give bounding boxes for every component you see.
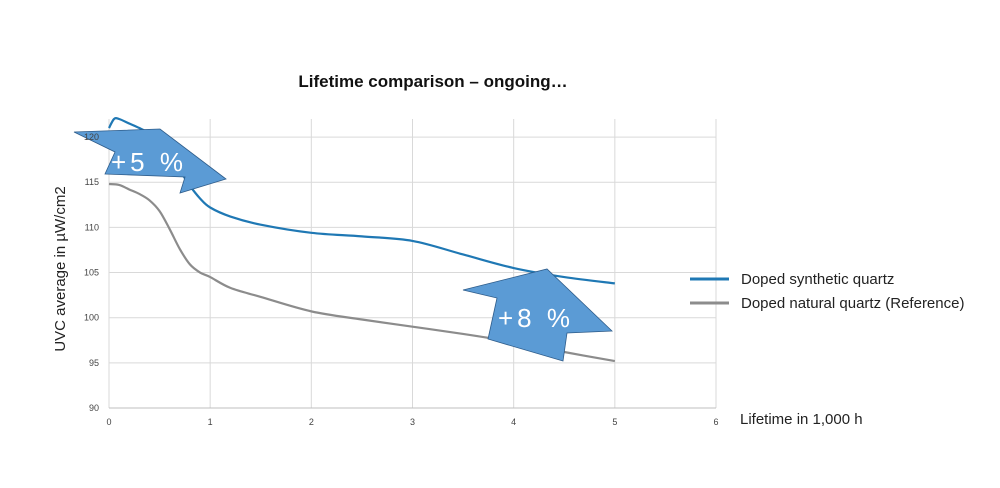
x-tick-label: 5 [612, 417, 617, 427]
annotation-label: +5 % [111, 147, 187, 177]
series-layer [108, 117, 616, 363]
legend-item-natural-quartz: Doped natural quartz (Reference) [690, 295, 964, 312]
annotation-arrow-plus-8 [462, 268, 613, 362]
legend: Doped synthetic quartz Doped natural quar… [690, 271, 964, 312]
x-tick-label: 1 [208, 417, 213, 427]
gridlines [108, 119, 717, 409]
x-tick-label: 2 [309, 417, 314, 427]
x-tick-label: 3 [410, 417, 415, 427]
y-tick-label: 90 [89, 403, 99, 413]
y-tick-label: 110 [85, 222, 99, 232]
y-tick-label: 95 [89, 358, 99, 368]
series-line-synthetic-quartz [108, 117, 615, 285]
legend-label: Doped natural quartz (Reference) [741, 295, 964, 312]
annotations: +5 % +8 % [73, 128, 613, 362]
y-tick-label: 105 [84, 268, 99, 278]
legend-label: Doped synthetic quartz [741, 271, 894, 288]
legend-item-synthetic-quartz: Doped synthetic quartz [690, 271, 894, 288]
tick-labels: 0 1 2 3 4 5 6 90 95 100 105 110 115 120 [84, 132, 719, 427]
annotation-label: +8 % [498, 303, 574, 333]
series-line-natural-quartz [108, 182, 616, 363]
y-tick-label: 115 [85, 177, 99, 187]
x-tick-label: 0 [106, 417, 111, 427]
y-axis-label: UVC average in µW/cm2 [52, 186, 69, 351]
y-tick-label: 100 [84, 313, 99, 323]
chart-title: Lifetime comparison – ongoing… [298, 72, 567, 91]
y-tick-label: 120 [84, 132, 99, 142]
annotation-arrow-plus-5 [73, 128, 227, 194]
x-axis-label: Lifetime in 1,000 h [740, 411, 863, 428]
x-tick-label: 6 [713, 417, 718, 427]
x-tick-label: 4 [511, 417, 516, 427]
